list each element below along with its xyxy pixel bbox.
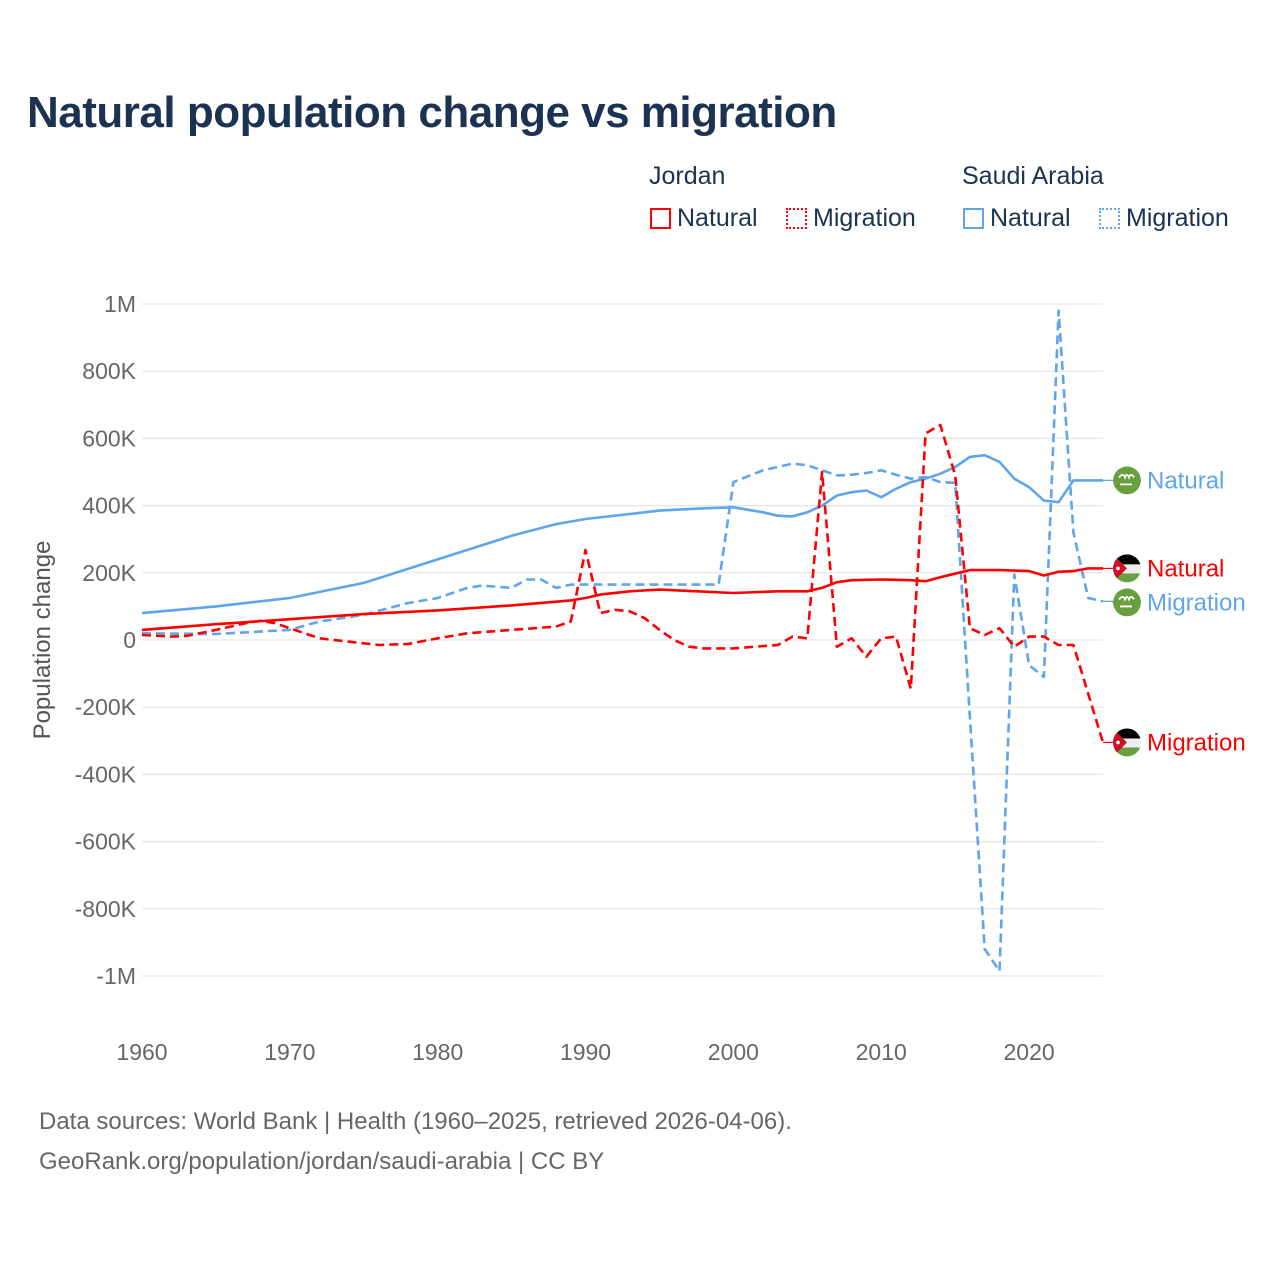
saudi-flag-icon [1113, 588, 1141, 617]
y-tick-label: -400K [75, 761, 137, 787]
legend-group-saudi-arabia: Saudi Arabia [962, 162, 1104, 190]
series-end-label: Natural [1147, 555, 1224, 582]
x-tick-label: 2020 [1003, 1039, 1054, 1065]
legend-swatch-dotted [1099, 208, 1120, 229]
legend-label: Migration [1126, 204, 1229, 232]
legend-saudi-natural[interactable]: Natural [963, 204, 1071, 233]
series-end-label: Migration [1147, 729, 1246, 756]
x-tick-label: 1970 [264, 1039, 315, 1065]
series-line-saudi-arabia-migration [141, 309, 1104, 973]
series-end-label: Migration [1147, 589, 1246, 616]
series-line-saudi-arabia-natural [141, 453, 1103, 615]
jordan-flag-icon [1113, 728, 1141, 757]
y-tick-label: -600K [75, 829, 137, 855]
series-line-jordan-natural [141, 567, 1103, 632]
legend-label: Natural [990, 204, 1071, 232]
y-tick-label: -800K [75, 896, 137, 922]
legend-jordan-migration[interactable]: Migration [786, 204, 916, 233]
y-tick-label: 400K [82, 493, 136, 519]
x-tick-label: 1990 [560, 1039, 611, 1065]
y-tick-label: 200K [82, 560, 136, 586]
y-tick-label: 800K [82, 358, 136, 384]
footer-link[interactable]: GeoRank.org/population/jordan/saudi-arab… [39, 1148, 605, 1175]
jordan-flag-icon [1113, 554, 1141, 583]
series-end-label: Natural [1147, 467, 1224, 494]
y-tick-label: 0 [123, 627, 136, 653]
x-tick-label: 1980 [412, 1039, 463, 1065]
x-tick-label: 2000 [708, 1039, 759, 1065]
legend-group-jordan: Jordan [649, 162, 726, 190]
y-tick-label: -1M [96, 963, 136, 989]
y-axis-label: Population change [29, 541, 56, 740]
y-tick-label: -200K [75, 694, 137, 720]
footer-sources: Data sources: World Bank | Health (1960–… [39, 1108, 792, 1135]
legend-swatch-solid [650, 208, 671, 229]
legend-jordan-natural[interactable]: Natural [650, 204, 758, 233]
y-tick-label: 600K [82, 425, 136, 451]
legend-saudi-migration[interactable]: Migration [1099, 204, 1229, 233]
chart-title: Natural population change vs migration [27, 88, 837, 137]
series-line-jordan-migration [141, 423, 1105, 743]
x-tick-label: 2010 [856, 1039, 907, 1065]
x-tick-label: 1960 [116, 1039, 167, 1065]
legend-label: Migration [813, 204, 916, 232]
saudi-flag-icon [1113, 466, 1141, 495]
legend-swatch-dotted [786, 208, 807, 229]
legend-swatch-solid [963, 208, 984, 229]
legend-label: Natural [677, 204, 758, 232]
y-tick-label: 1M [104, 291, 136, 317]
